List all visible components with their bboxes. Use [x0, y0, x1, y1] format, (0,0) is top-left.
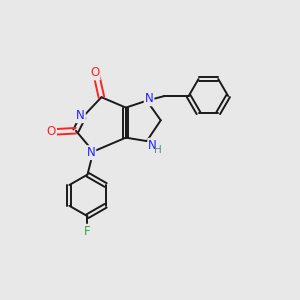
Text: F: F	[84, 225, 91, 238]
Text: N: N	[87, 146, 95, 159]
Text: N: N	[76, 109, 85, 122]
Text: O: O	[47, 125, 56, 138]
Text: N: N	[145, 92, 154, 105]
Text: O: O	[90, 67, 100, 80]
Text: N: N	[148, 139, 157, 152]
Text: H: H	[154, 145, 162, 155]
